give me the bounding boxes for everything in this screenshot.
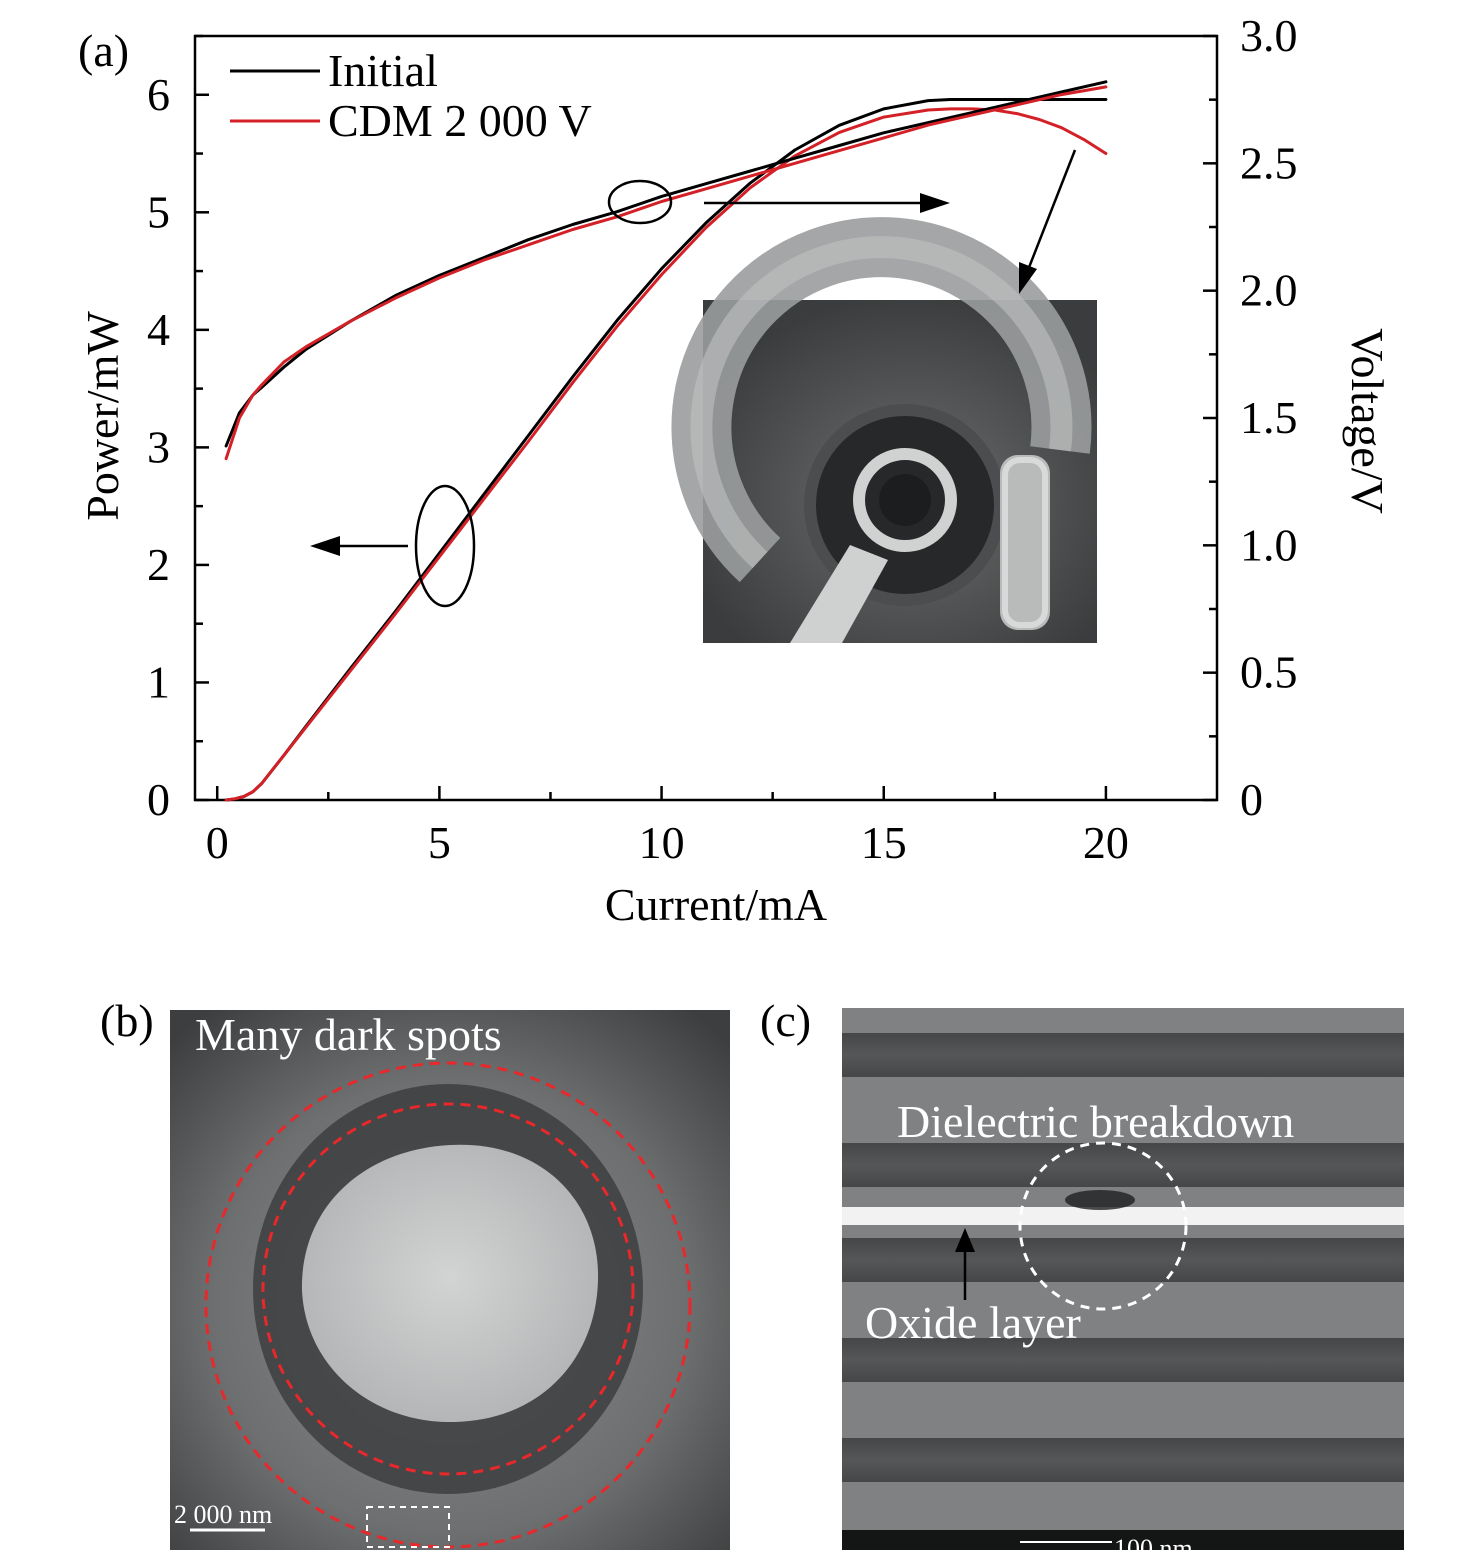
y-axis-label: Power/mW [77,311,128,521]
axis-tick-labels: 0 5 10 15 20 0 1 2 3 4 5 6 0 0.5 1.0 1.5 2.0 2.5 3.0 [147,10,1298,868]
y-tick-label: 3 [147,421,170,472]
y2-tick-label: 0.5 [1240,647,1298,698]
y-tick-label: 0 [147,774,170,825]
oxide-layer-label: Oxide layer [865,1297,1081,1348]
inner-dashed-circle [261,1102,635,1476]
y-tick-label: 1 [147,656,170,707]
dielectric-breakdown-label: Dielectric breakdown [897,1096,1294,1147]
voltage-ellipse [607,179,673,225]
x-tick-label: 0 [206,817,229,868]
many-dark-spots-label: Many dark spots [195,1009,502,1060]
x-axis-label: Current/mA [605,879,827,930]
annotations [310,149,1077,608]
y2-tick-label: 1.0 [1240,519,1298,570]
inset-photo [671,217,1097,643]
inset-arrow-line [1026,149,1077,271]
x-tick-label: 5 [428,817,451,868]
dashed-box [366,1506,450,1548]
sem-image-b [170,1010,730,1550]
series-line-voltage-cdm [224,85,1108,461]
panel-a-label: (a) [78,25,129,76]
legend: Initial CDM 2 000 V [230,45,592,146]
x-tick-label: 15 [861,817,907,868]
inset-arrow-head [1019,262,1037,294]
legend-label-cdm: CDM 2 000 V [328,95,592,146]
scale-bar-c-label: 100 nm [1114,1534,1193,1561]
y2-tick-label: 3.0 [1240,10,1298,61]
y2-tick-label: 2.5 [1240,137,1298,188]
tem-dark-stripe [842,1338,1404,1382]
oxide-layer-band [842,1207,1404,1225]
y-tick-label: 4 [147,304,170,355]
y-tick-label: 6 [147,69,170,120]
power-ellipse [414,484,476,608]
series-line-power-cdm [224,107,1108,802]
x-tick-label: 10 [639,817,685,868]
axis-ticks [195,34,1217,802]
oxide-arrow-head [955,1228,975,1252]
breakdown-dashed-circle [1018,1141,1188,1311]
tem-dark-stripe [842,1143,1404,1187]
tem-dark-stripe [842,1238,1404,1282]
x-tick-label: 20 [1083,817,1129,868]
scale-bar-b-label: 2 000 nm [174,1500,272,1529]
y2-tick-label: 2.0 [1240,265,1298,316]
tem-dark-stripe [842,1033,1404,1077]
y-tick-label: 5 [147,186,170,237]
y2-tick-label: 1.5 [1240,392,1298,443]
series-line-voltage-initial [224,80,1108,448]
power-arrow-head [310,536,340,556]
tem-stripes [842,1033,1404,1482]
voltage-arrow-head [920,193,950,213]
series-layer [224,80,1108,802]
y2-tick-label: 0 [1240,774,1263,825]
y-tick-label: 2 [147,539,170,590]
tem-image-c [842,1008,1404,1550]
panel-c-label: (c) [760,995,811,1046]
panel-b-label: (b) [100,995,154,1046]
legend-label-initial: Initial [328,45,438,96]
tem-dark-stripe [842,1438,1404,1482]
y2-axis-label: Voltage/V [1342,328,1393,514]
